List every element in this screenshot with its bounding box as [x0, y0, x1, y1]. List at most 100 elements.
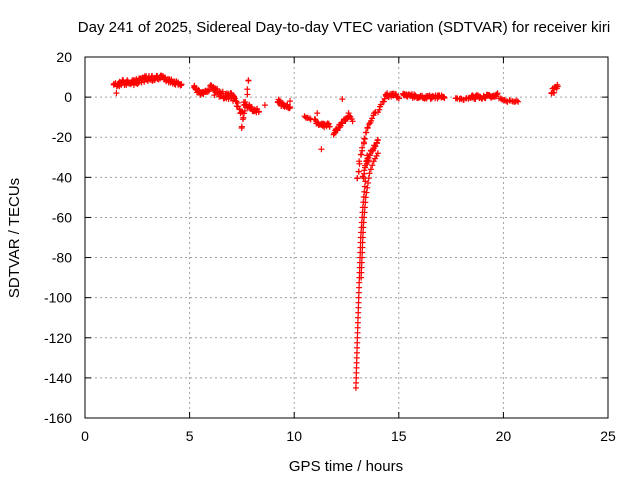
- data-point: [354, 319, 361, 326]
- data-point: [349, 118, 356, 125]
- data-point: [244, 91, 251, 98]
- data-point: [361, 135, 368, 142]
- data-point: [360, 219, 367, 226]
- data-point: [363, 129, 370, 136]
- data-point: [361, 214, 368, 221]
- data-point: [361, 209, 368, 216]
- data-point: [360, 229, 367, 236]
- data-point: [355, 294, 362, 301]
- data-point: [554, 81, 561, 88]
- data-point: [353, 364, 360, 371]
- y-tick-label: -120: [44, 330, 72, 346]
- data-point: [362, 199, 369, 206]
- data-point: [205, 88, 212, 95]
- data-point: [360, 224, 367, 231]
- axis-ticks: 0 5 10 15 20 25 20 0 -20 -40 -60 -80 -100 -120 -140 -16…: [44, 49, 616, 444]
- data-point: [353, 349, 360, 356]
- data-point: [482, 95, 489, 102]
- data-point: [551, 89, 558, 96]
- y-tick-label: -60: [52, 209, 72, 225]
- data-point: [395, 95, 402, 102]
- data-point: [178, 81, 185, 88]
- y-tick-label: -20: [52, 129, 72, 145]
- data-point: [359, 249, 366, 256]
- plot-frame: [84, 56, 609, 419]
- data-point: [353, 354, 360, 361]
- data-point: [234, 99, 241, 106]
- data-point: [314, 110, 321, 117]
- data-point: [355, 168, 362, 175]
- data-point: [326, 123, 333, 130]
- data-point: [354, 324, 361, 331]
- data-point: [353, 379, 360, 386]
- data-point: [358, 269, 365, 276]
- data-point: [245, 77, 252, 84]
- data-point: [334, 127, 341, 134]
- data-point: [241, 107, 248, 114]
- data-point: [306, 115, 313, 122]
- data-point: [354, 334, 361, 341]
- data-point: [366, 170, 373, 177]
- data-point: [371, 110, 378, 117]
- data-point: [356, 279, 363, 286]
- data-point: [355, 314, 362, 321]
- data-point: [364, 124, 371, 131]
- data-point: [363, 189, 370, 196]
- x-axis-label: GPS time / hours: [289, 458, 403, 475]
- data-point: [244, 86, 251, 93]
- data-point: [361, 204, 368, 211]
- x-tick-label: 25: [600, 428, 616, 444]
- data-point: [376, 106, 383, 113]
- grid-lines: [85, 57, 608, 418]
- data-point: [362, 164, 369, 171]
- data-point: [354, 339, 361, 346]
- x-tick-label: 5: [186, 428, 194, 444]
- y-tick-label: -40: [52, 169, 72, 185]
- data-point: [374, 137, 381, 144]
- data-point: [354, 329, 361, 336]
- data-point: [238, 123, 245, 130]
- data-point: [355, 289, 362, 296]
- data-point: [493, 91, 500, 98]
- data-point: [515, 98, 522, 105]
- data-point: [513, 97, 520, 104]
- data-point: [261, 102, 268, 109]
- data-point: [352, 384, 359, 391]
- data-point: [339, 96, 346, 103]
- data-point: [372, 143, 379, 150]
- data-point: [358, 254, 365, 261]
- data-point: [359, 239, 366, 246]
- data-point: [355, 304, 362, 311]
- data-point: [357, 151, 364, 158]
- y-tick-label: -80: [52, 250, 72, 266]
- data-point: [380, 98, 387, 105]
- data-point: [359, 144, 366, 151]
- data-point: [494, 90, 501, 97]
- data-point: [364, 184, 371, 191]
- y-tick-label: -160: [44, 410, 72, 426]
- y-tick-label: -100: [44, 290, 72, 306]
- data-point: [358, 264, 365, 271]
- data-point: [141, 78, 148, 85]
- data-point: [359, 244, 366, 251]
- data-point: [361, 170, 368, 177]
- data-point: [367, 166, 374, 173]
- data-point: [286, 105, 293, 112]
- data-points: [110, 72, 561, 391]
- data-point: [370, 158, 377, 165]
- data-point: [358, 274, 365, 281]
- data-point: [362, 194, 369, 201]
- data-point: [240, 114, 247, 121]
- data-point: [339, 120, 346, 127]
- data-point: [287, 98, 294, 105]
- chart-title: Day 241 of 2025, Sidereal Day-to-day VTE…: [78, 19, 610, 36]
- data-point: [318, 146, 325, 153]
- x-tick-label: 10: [286, 428, 302, 444]
- data-point: [355, 309, 362, 316]
- y-tick-label: -140: [44, 370, 72, 386]
- data-point: [356, 160, 363, 167]
- data-point: [113, 90, 120, 97]
- x-tick-label: 0: [81, 428, 89, 444]
